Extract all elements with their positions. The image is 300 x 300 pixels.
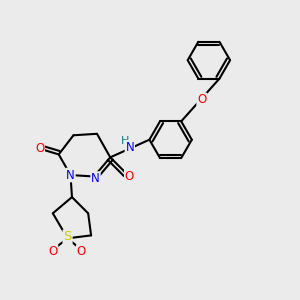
- Text: N: N: [91, 172, 100, 185]
- Text: H: H: [121, 136, 130, 146]
- Text: O: O: [125, 170, 134, 183]
- Text: O: O: [77, 245, 86, 258]
- Text: O: O: [197, 93, 206, 106]
- Text: O: O: [48, 245, 58, 258]
- Text: N: N: [66, 169, 75, 182]
- Text: N: N: [125, 141, 134, 154]
- Text: S: S: [63, 230, 72, 243]
- Text: O: O: [35, 142, 44, 155]
